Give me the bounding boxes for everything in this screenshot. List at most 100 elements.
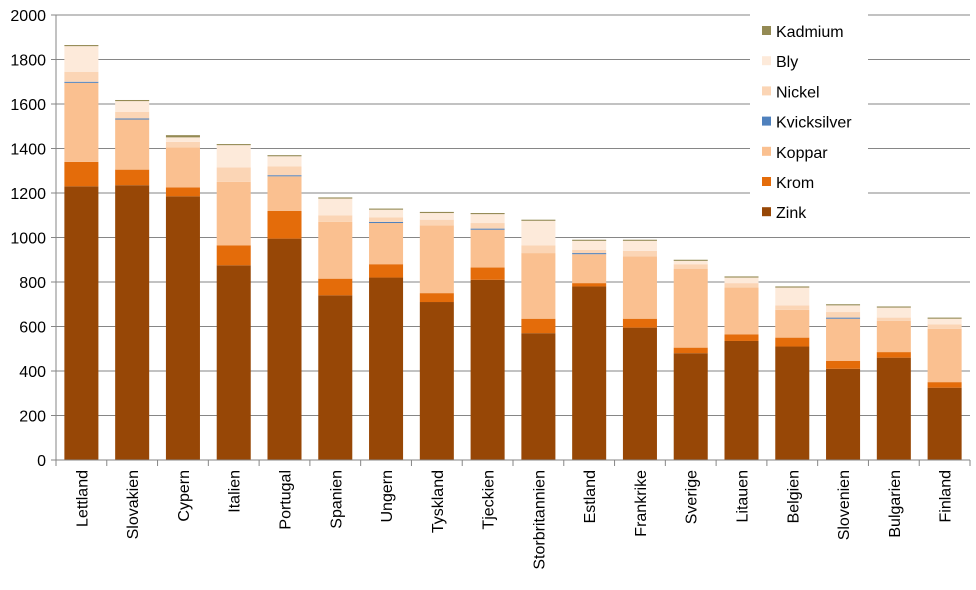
bar-segment-kvicksilver [572, 253, 607, 255]
bar-segment-koppar [318, 221, 353, 279]
bar-segment-kadmium [826, 304, 861, 306]
bar-segment-krom [216, 245, 251, 266]
bars: Lettland Slovakien Cypern Italien Portugal Sp… [55, 45, 971, 570]
bar-segment-bly [521, 220, 556, 246]
x-tick-label: Spanien [328, 470, 345, 529]
bar-segment-zink [724, 340, 759, 460]
bar-segment-koppar [115, 119, 150, 170]
bar-segment-kadmium [165, 135, 200, 138]
bar-segment-bly [927, 318, 962, 325]
bar-segment-zink [318, 295, 353, 460]
x-tick-label: Litauen [735, 470, 752, 523]
legend: Kadmium Bly Nickel Kvicksilver Koppar Krom Zin… [750, 14, 868, 234]
bar-segment-krom [369, 264, 404, 278]
bar-segment-nickel [267, 166, 302, 176]
legend-swatch-bly [762, 56, 771, 66]
bar-segment-kvicksilver [64, 81, 99, 83]
bar-segment-krom [775, 337, 810, 347]
bar-segment-kadmium [216, 144, 251, 146]
bar-segment-kadmium [318, 197, 353, 199]
y-tick-label: 0 [37, 453, 46, 470]
bar-segment-bly [876, 307, 911, 318]
bar-segment-krom [64, 161, 99, 187]
bar-segment-krom [673, 347, 708, 354]
bar-segment-koppar [419, 225, 454, 294]
bar-segment-zink [876, 357, 911, 460]
bar-segment-bly [165, 137, 200, 142]
bar-segment-koppar [267, 176, 302, 211]
bar-segment-nickel [165, 141, 200, 148]
bar-segment-kadmium [64, 45, 99, 47]
bar-segment-nickel [673, 264, 708, 269]
bar-segment-nickel [216, 167, 251, 182]
bar-segment-koppar [572, 254, 607, 284]
bar-segment-kadmium [115, 99, 150, 102]
legend-label-bly: Bly [776, 54, 798, 71]
legend-label-krom: Krom [776, 175, 814, 192]
bar-segment-krom [115, 169, 150, 186]
bar-segment-bly [470, 214, 505, 224]
x-tick-label: Slovenien [836, 470, 853, 540]
x-tick-label: Portugal [278, 470, 295, 530]
bar-segment-bly [64, 46, 99, 72]
bar-segment-koppar [64, 82, 99, 162]
bar-segment-nickel [419, 219, 454, 226]
bar-segment-bly [775, 287, 810, 306]
legend-swatch-koppar [762, 146, 771, 156]
bar-segment-koppar [622, 256, 657, 319]
gridlines: 0 200 400 600 800 1000 1200 1400 1600 1800 2000 [10, 8, 970, 470]
bar-segment-zink [927, 387, 962, 460]
y-tick-label: 1400 [10, 142, 46, 159]
legend-label-kvicksilver: Kvicksilver [776, 115, 852, 132]
bar-segment-nickel [115, 111, 150, 119]
bar-segment-krom [622, 318, 657, 328]
legend-label-nickel: Nickel [776, 84, 820, 101]
bar-segment-koppar [724, 287, 759, 335]
bar-segment-zink [826, 368, 861, 460]
bar-segment-kadmium [673, 259, 708, 261]
bar-segment-bly [572, 240, 607, 250]
bar-segment-kvicksilver [115, 118, 150, 120]
legend-label-kadmium: Kadmium [776, 24, 844, 41]
bar-segment-krom [419, 293, 454, 303]
legend-swatch-nickel [762, 86, 771, 96]
bar-segment-krom [165, 187, 200, 197]
x-tick-label: Tjeckien [481, 470, 498, 530]
legend-swatch-krom [762, 177, 771, 186]
bar-segment-zink [165, 196, 200, 460]
bar-segment-kadmium [622, 239, 657, 241]
bar-segment-zink [470, 279, 505, 460]
x-tick-label: Frankrike [633, 470, 650, 537]
bar-segment-koppar [775, 309, 810, 338]
bar-segment-zink [622, 327, 657, 460]
bar-segment-krom [927, 382, 962, 388]
x-tick-label: Belgien [785, 470, 802, 523]
bar-segment-zink [521, 333, 556, 460]
y-tick-label: 800 [19, 275, 46, 292]
bar-segment-nickel [572, 249, 607, 254]
bar-segment-krom [876, 352, 911, 358]
bar-segment-nickel [927, 324, 962, 329]
bar-segment-bly [267, 156, 302, 167]
y-tick-label: 1000 [10, 231, 46, 248]
x-tick-label: Lettland [74, 470, 91, 527]
bar-segment-nickel [369, 217, 404, 222]
bar-segment-koppar [470, 229, 505, 268]
bar-segment-bly [673, 260, 708, 265]
x-tick-label: Ungern [379, 470, 396, 522]
bar-segment-kadmium [369, 208, 404, 210]
bar-segment-zink [115, 185, 150, 460]
bar-segment-krom [724, 334, 759, 341]
bar-segment-krom [470, 267, 505, 280]
bar-segment-zink [64, 186, 99, 460]
bar-segment-nickel [724, 283, 759, 288]
bar-segment-krom [267, 210, 302, 239]
legend-swatch-kvicksilver [762, 116, 771, 126]
bar-segment-nickel [622, 250, 657, 257]
y-tick-label: 200 [19, 409, 46, 426]
bar-segment-zink [267, 238, 302, 460]
bar-segment-kadmium [927, 317, 962, 319]
legend-label-zink: Zink [776, 205, 807, 222]
x-tick-label: Finland [938, 470, 955, 522]
bar-segment-bly [622, 240, 657, 251]
